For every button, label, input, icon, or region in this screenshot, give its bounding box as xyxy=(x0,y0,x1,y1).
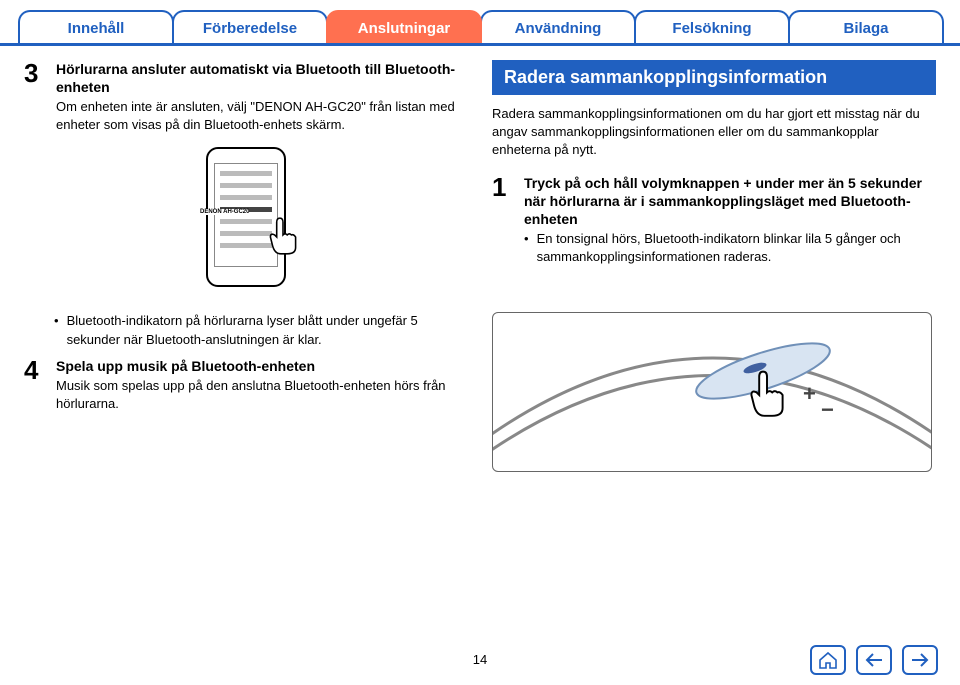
lower-row: Bluetooth-indikatorn på hörlurarna lyser… xyxy=(0,312,960,472)
home-button[interactable] xyxy=(810,645,846,675)
bt-indicator-note: Bluetooth-indikatorn på hörlurarna lyser… xyxy=(54,312,468,348)
tab-forberedelse[interactable]: Förberedelse xyxy=(172,10,328,43)
section-header: Radera sammankopplingsinformation xyxy=(492,60,936,95)
arrow-right-icon xyxy=(911,652,929,668)
phone-illustration: DENON AH-GC20 xyxy=(24,147,468,290)
tab-innehall[interactable]: Innehåll xyxy=(18,10,174,43)
step-4-title: Spela upp musik på Bluetooth-enheten xyxy=(56,357,468,375)
step-4-number: 4 xyxy=(24,357,46,412)
tab-anvandning[interactable]: Användning xyxy=(480,10,636,43)
next-button[interactable] xyxy=(902,645,938,675)
nav-buttons xyxy=(810,645,938,675)
lower-left: Bluetooth-indikatorn på hörlurarna lyser… xyxy=(24,312,468,472)
tab-bilaga[interactable]: Bilaga xyxy=(788,10,944,43)
right-column: Radera sammankopplingsinformation Radera… xyxy=(492,60,936,312)
tab-felsokning[interactable]: Felsökning xyxy=(634,10,790,43)
lower-right: + − xyxy=(492,312,936,472)
svg-text:+: + xyxy=(803,381,816,406)
headphone-illustration: + − xyxy=(492,312,932,472)
step-3-body: Om enheten inte är ansluten, välj "DENON… xyxy=(56,98,468,133)
hand-pointer-icon xyxy=(262,216,304,261)
main-content: 3 Hörlurarna ansluter automatiskt via Bl… xyxy=(0,46,960,312)
step-3-number: 3 xyxy=(24,60,46,133)
phone-device-label: DENON AH-GC20 xyxy=(200,209,249,215)
step-4: 4 Spela upp musik på Bluetooth-enheten M… xyxy=(24,357,468,412)
step-4-body: Musik som spelas upp på den anslutna Blu… xyxy=(56,377,468,412)
step-1: 1 Tryck på och håll volymknappen + under… xyxy=(492,174,936,275)
prev-button[interactable] xyxy=(856,645,892,675)
svg-text:−: − xyxy=(821,397,834,422)
step-1-bullet: En tonsignal hörs, Bluetooth-indikatorn … xyxy=(524,230,936,266)
left-column: 3 Hörlurarna ansluter automatiskt via Bl… xyxy=(24,60,468,312)
step-1-title: Tryck på och håll volymknappen + under m… xyxy=(524,174,936,229)
tab-anslutningar[interactable]: Anslutningar xyxy=(326,10,482,43)
tab-bar: Innehåll Förberedelse Anslutningar Använ… xyxy=(0,0,960,46)
arrow-left-icon xyxy=(865,652,883,668)
section-intro: Radera sammankopplingsinformationen om d… xyxy=(492,105,936,160)
home-icon xyxy=(817,650,839,670)
step-3-title: Hörlurarna ansluter automatiskt via Blue… xyxy=(56,60,468,96)
step-3: 3 Hörlurarna ansluter automatiskt via Bl… xyxy=(24,60,468,133)
step-1-number: 1 xyxy=(492,174,514,275)
